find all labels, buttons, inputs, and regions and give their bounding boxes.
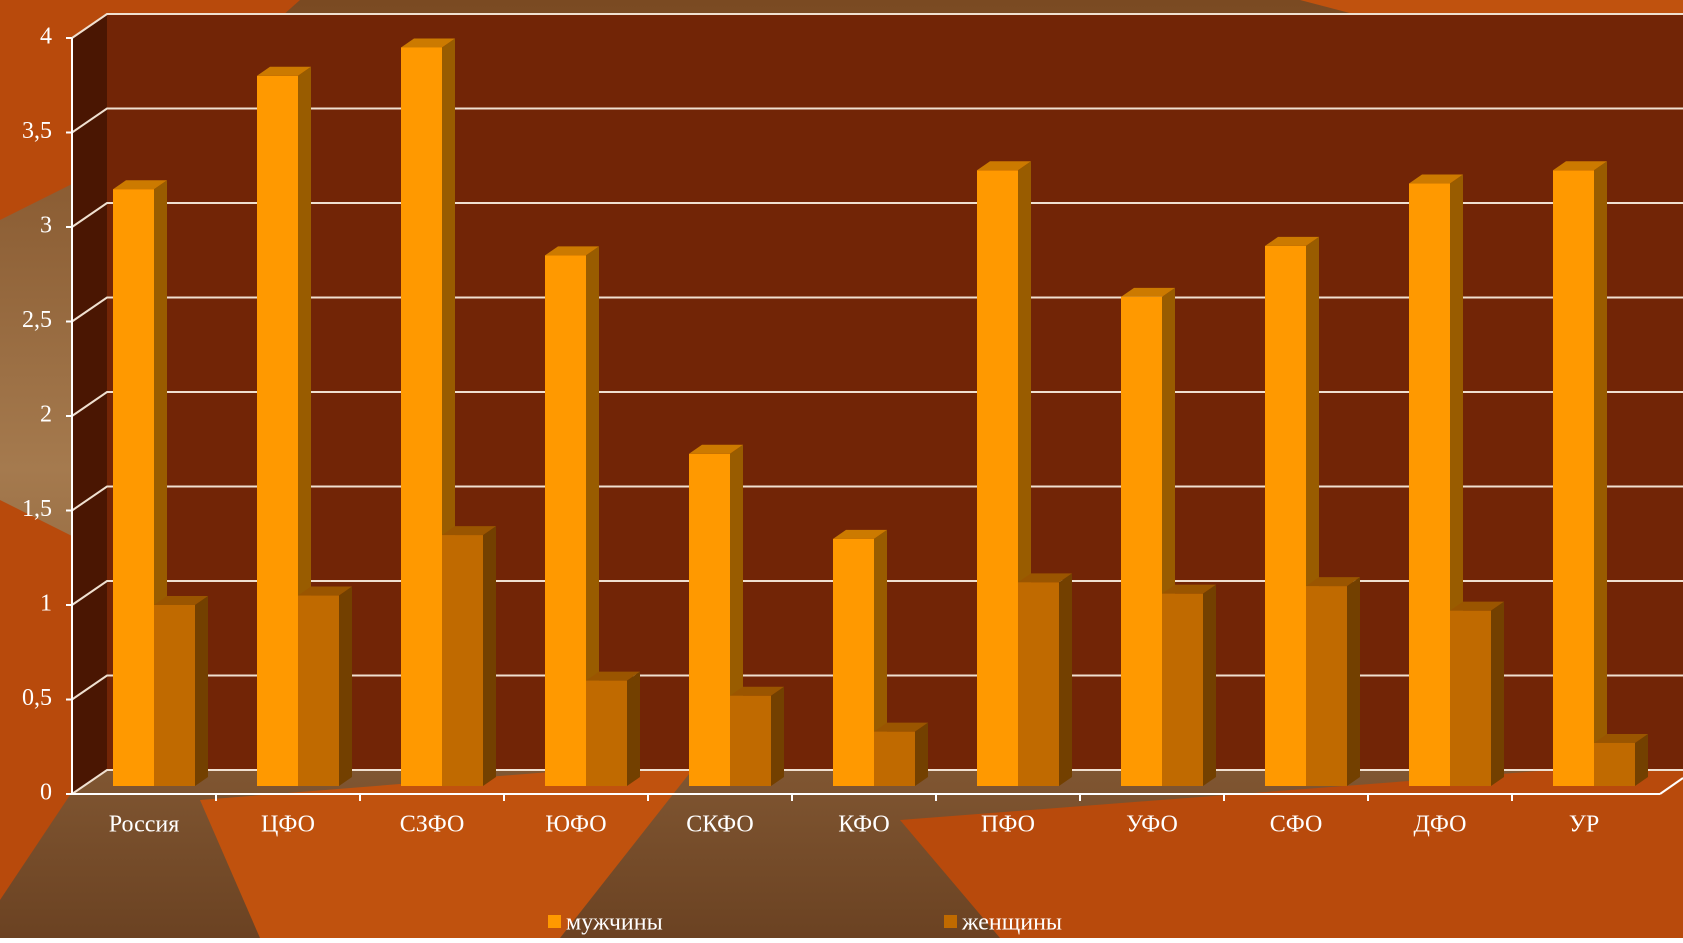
bar (1409, 183, 1450, 786)
bar-top (298, 586, 352, 596)
bar-top (113, 180, 167, 190)
bar-top (1450, 601, 1504, 611)
decor (900, 760, 1683, 938)
bar-side (915, 722, 928, 786)
bar-side (1635, 733, 1648, 786)
y-tick-label: 3 (40, 213, 52, 239)
bar-side (1059, 573, 1072, 786)
bar (1265, 245, 1306, 786)
y-tick-label: 3,5 (22, 118, 52, 144)
legend-swatch (944, 915, 957, 928)
bar-side (195, 596, 208, 786)
bar-top (1018, 573, 1072, 583)
bar (257, 75, 298, 787)
bar-top (545, 246, 599, 256)
bar-top (401, 38, 455, 48)
bar-top (586, 671, 640, 681)
bar-top (833, 529, 887, 539)
bar (442, 535, 483, 786)
legend-label: женщины (961, 910, 1062, 936)
bar-side (339, 586, 352, 786)
bar (545, 255, 586, 787)
bar-side (1347, 577, 1360, 786)
x-tick-label: ЦФО (261, 812, 315, 838)
bar-top (977, 161, 1031, 171)
bar-side (874, 529, 887, 786)
bar (1162, 593, 1203, 786)
y-tick-label: 2,5 (22, 307, 52, 333)
bar-top (1553, 161, 1607, 171)
y-tick-label: 0,5 (22, 685, 52, 711)
bar (833, 538, 874, 786)
bar (1553, 170, 1594, 787)
bar (977, 170, 1018, 787)
bar-top (1594, 733, 1648, 743)
decor (200, 760, 700, 938)
x-tick-label: Россия (109, 812, 180, 838)
bar-top (874, 722, 928, 732)
bar-top (257, 66, 311, 76)
bar (298, 595, 339, 786)
x-tick-label: СФО (1270, 812, 1323, 838)
x-tick-label: СКФО (686, 812, 754, 838)
bar-side (771, 686, 784, 786)
bar (730, 695, 771, 786)
bar-top (1162, 584, 1216, 594)
bar-side (627, 671, 640, 786)
bar (154, 605, 195, 786)
grid-line (71, 202, 1683, 228)
bar-side (483, 526, 496, 786)
x-tick-label: ПФО (981, 812, 1035, 838)
legend-label: мужчины (566, 910, 663, 936)
x-tick-label: КФО (838, 812, 890, 838)
grid-line (71, 13, 1683, 39)
x-tick-label: УФО (1126, 812, 1178, 838)
y-tick-label: 1 (40, 591, 52, 617)
legend-swatch (548, 915, 561, 928)
x-axis-depth (1659, 777, 1683, 795)
bar-top (1306, 577, 1360, 587)
x-tick-label: СЗФО (400, 812, 465, 838)
bar (401, 47, 442, 786)
bar (874, 731, 915, 786)
bar (1018, 582, 1059, 786)
bar-top (154, 596, 208, 605)
bar-top (730, 686, 784, 696)
bar (1306, 586, 1347, 786)
bar-top (1409, 174, 1463, 184)
bar-side (586, 246, 599, 787)
bar (586, 680, 627, 786)
bar (1121, 296, 1162, 786)
bar (689, 453, 730, 786)
x-tick-label: ДФО (1414, 812, 1467, 838)
bar-top (1121, 287, 1175, 297)
x-tick-label: УР (1569, 812, 1599, 838)
bar-top (1265, 236, 1319, 246)
y-tick-label: 4 (40, 24, 52, 50)
grid-line (71, 107, 1683, 134)
y-tick-label: 0 (40, 780, 52, 806)
bar-top (442, 526, 496, 536)
y-tick-label: 1,5 (22, 496, 52, 522)
bar (1594, 742, 1635, 786)
y-tick-label: 2 (40, 402, 52, 428)
bar-top (689, 444, 743, 454)
bar (113, 189, 154, 786)
bar-side (1491, 601, 1504, 786)
bar (1450, 610, 1491, 786)
bar-side (1203, 584, 1216, 786)
bar-side (1594, 161, 1607, 787)
x-tick-label: ЮФО (545, 812, 606, 838)
